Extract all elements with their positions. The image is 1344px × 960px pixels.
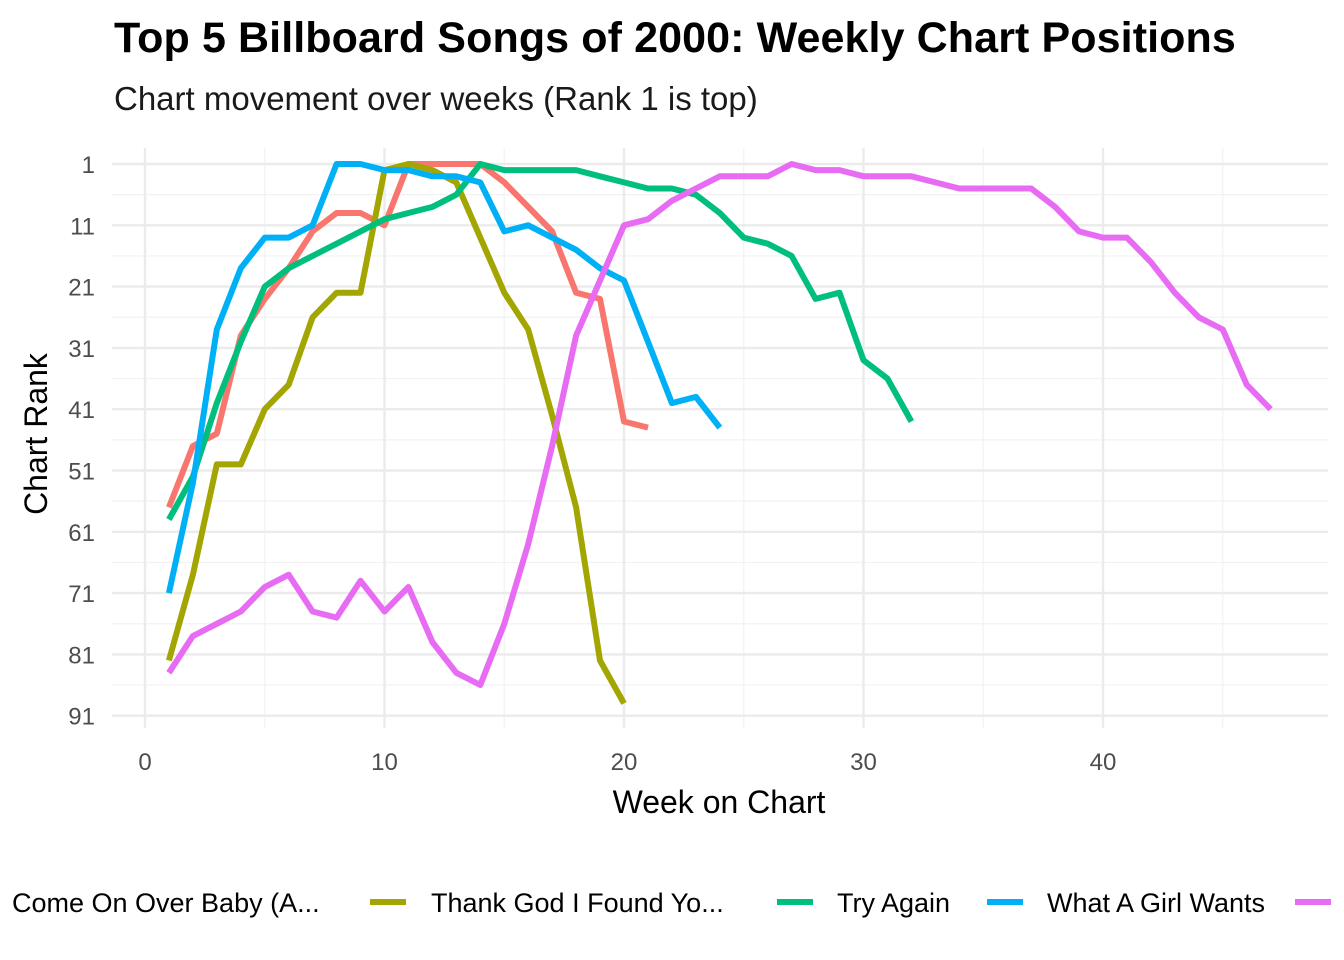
y-tick-label: 71 — [68, 581, 95, 608]
x-tick-label: 10 — [371, 749, 398, 776]
x-tick-label: 0 — [138, 749, 151, 776]
series-line-2 — [166, 161, 627, 705]
y-tick-label: 61 — [68, 520, 95, 547]
series-line-5 — [166, 161, 1273, 688]
legend-label: Thank God I Found Yo... — [431, 888, 724, 918]
legend: Come On Over Baby (A... Thank God I Found… — [12, 888, 1331, 918]
y-axis-title: Chart Rank — [18, 352, 54, 515]
chart-title: Top 5 Billboard Songs of 2000: Weekly Ch… — [114, 14, 1236, 62]
x-axis-title: Week on Chart — [613, 784, 826, 820]
y-tick-label: 91 — [68, 704, 95, 731]
minor-gridlines — [112, 148, 1328, 728]
series-line-3 — [166, 161, 915, 521]
series-line-4 — [165, 161, 723, 594]
y-tick-label: 11 — [70, 213, 95, 240]
y-tick-label: 51 — [68, 459, 95, 486]
legend-label: What A Girl Wants — [1047, 888, 1265, 918]
x-tick-labels: 0 10 20 30 40 — [138, 749, 1116, 776]
y-tick-label: 41 — [68, 397, 95, 424]
y-tick-label: 1 — [82, 152, 95, 179]
y-tick-label: 81 — [68, 642, 95, 669]
y-tick-label: 31 — [68, 336, 95, 363]
chart-subtitle: Chart movement over weeks (Rank 1 is top… — [114, 80, 758, 117]
x-tick-label: 40 — [1090, 749, 1117, 776]
series-lines — [165, 161, 1273, 705]
legend-label: Come On Over Baby (A... — [12, 888, 320, 918]
x-tick-label: 20 — [611, 749, 638, 776]
y-tick-label: 21 — [68, 275, 95, 302]
legend-label: Try Again — [837, 888, 950, 918]
x-tick-label: 30 — [850, 749, 877, 776]
